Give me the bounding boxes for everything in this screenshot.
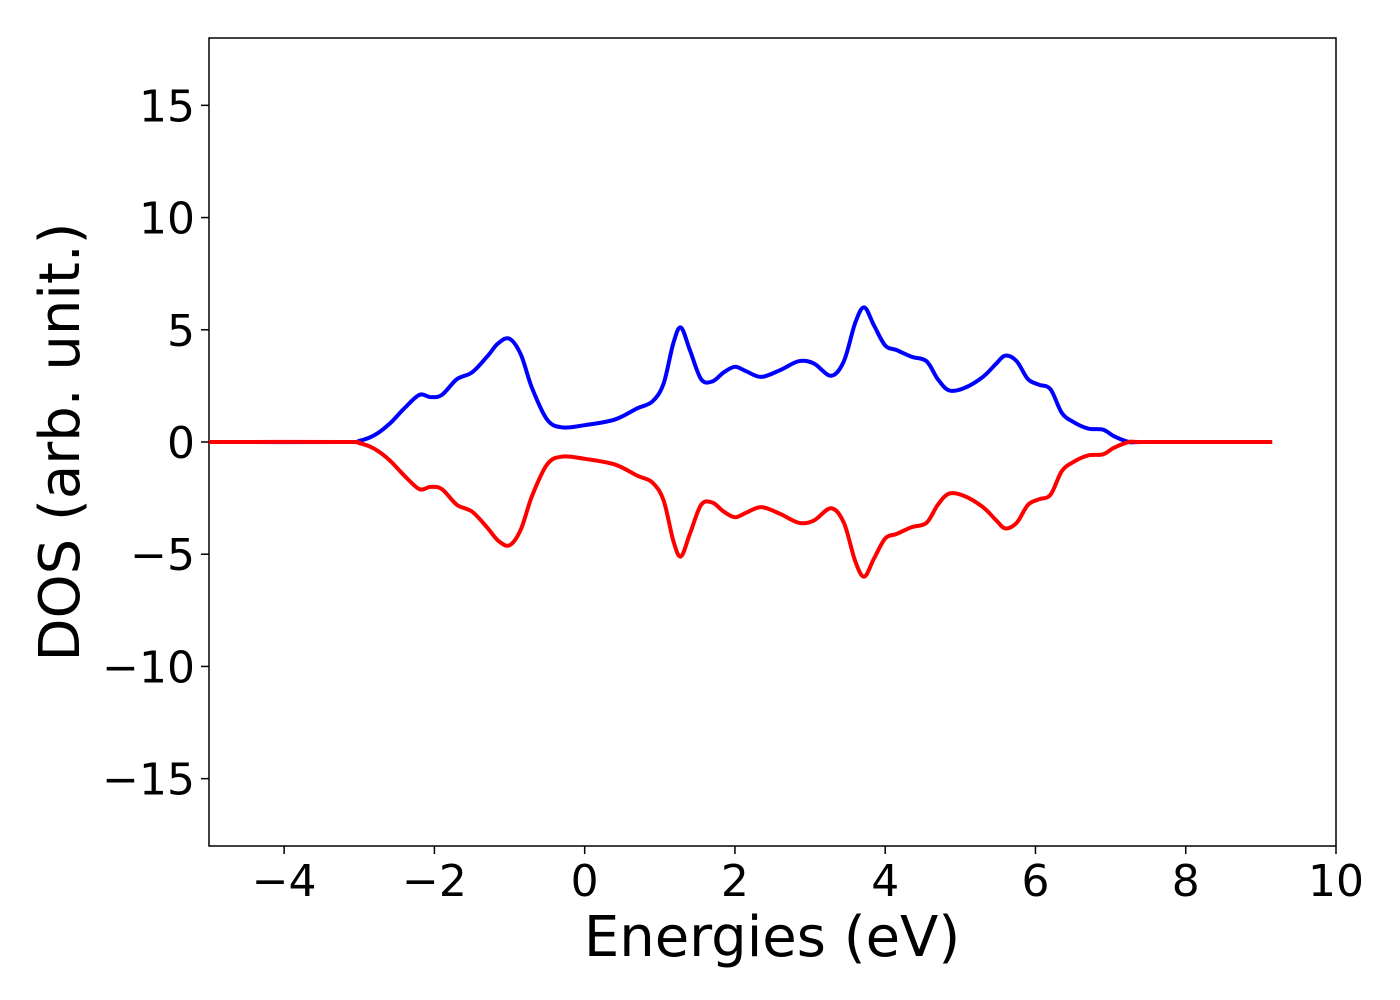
- y-tick-label: 10: [139, 194, 195, 245]
- x-tick-label: 0: [571, 856, 599, 907]
- y-tick-label: −5: [130, 530, 195, 581]
- y-axis-ticks: −15 −10 −5 0 5 10 15: [102, 81, 209, 806]
- x-axis-title: Energies (eV): [584, 905, 960, 970]
- y-tick-label: 15: [139, 81, 195, 132]
- y-tick-label: −15: [102, 755, 195, 806]
- x-tick-label: 10: [1308, 856, 1364, 907]
- x-tick-label: −2: [402, 856, 467, 907]
- series-line-1: [208, 439, 1273, 579]
- x-tick-label: 4: [871, 856, 899, 907]
- x-tick-label: 8: [1172, 856, 1200, 907]
- x-tick-label: 6: [1021, 856, 1049, 907]
- y-tick-label: 5: [167, 306, 195, 357]
- y-tick-label: −10: [102, 642, 195, 693]
- series-layer: [208, 305, 1273, 579]
- x-tick-label: −4: [252, 856, 317, 907]
- y-tick-label: 0: [167, 418, 195, 469]
- y-axis-title: DOS (arb. unit.): [28, 222, 93, 661]
- x-tick-label: 2: [721, 856, 749, 907]
- x-axis-ticks: −4 −2 0 2 4 6 8 10: [252, 846, 1364, 907]
- series-line-0: [208, 305, 1273, 445]
